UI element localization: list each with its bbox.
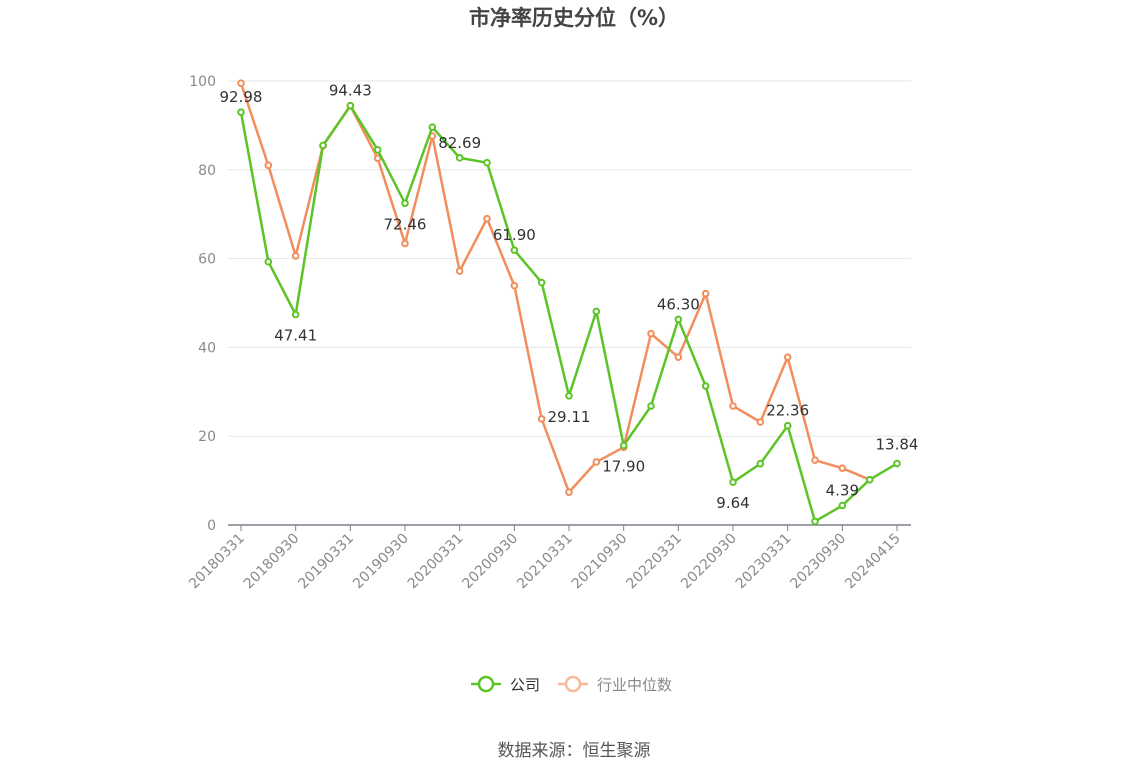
legend-item: 行业中位数 — [558, 675, 672, 694]
data-point — [811, 517, 819, 526]
x-tick-label: 20210331 — [514, 531, 576, 593]
data-point — [783, 421, 792, 430]
data-point — [319, 141, 327, 150]
data-label: 47.41 — [274, 326, 317, 344]
x-tick-label: 20230930 — [787, 531, 849, 593]
data-point — [264, 257, 273, 266]
y-tick-label: 40 — [198, 340, 216, 356]
data-label: 29.11 — [548, 408, 591, 426]
chart-title: 市净率历史分位（%） — [468, 6, 680, 30]
data-point — [619, 441, 628, 450]
data-point — [592, 458, 601, 466]
data-point — [483, 214, 491, 223]
data-point — [346, 101, 355, 110]
data-point — [811, 456, 819, 464]
data-point — [701, 382, 710, 390]
x-tick-label: 20220331 — [623, 531, 685, 593]
data-point — [783, 353, 792, 361]
data-label: 4.39 — [826, 482, 859, 500]
data-point — [893, 459, 901, 468]
data-point — [455, 267, 464, 275]
data-label: 9.64 — [716, 494, 749, 512]
series-line — [239, 104, 898, 523]
data-label: 72.46 — [384, 215, 427, 233]
x-tick-label: 20180930 — [241, 531, 303, 593]
data-point — [291, 310, 300, 319]
x-tick-label: 20200930 — [459, 531, 521, 593]
legend-marker — [564, 675, 582, 693]
data-label: 17.90 — [602, 458, 645, 476]
x-tick-label: 20180331 — [186, 531, 248, 593]
data-point — [674, 353, 683, 361]
data-label: 94.43 — [329, 82, 372, 100]
data-label: 13.84 — [876, 436, 919, 454]
data-point — [701, 289, 710, 298]
x-tick-label: 20200331 — [405, 531, 467, 593]
y-tick-label: 0 — [207, 518, 216, 534]
legend-marker — [477, 675, 495, 693]
data-point — [237, 108, 245, 116]
data-point — [537, 415, 546, 423]
data-point — [455, 154, 464, 162]
legend-item: 公司 — [471, 675, 540, 694]
legend-label: 行业中位数 — [597, 676, 672, 694]
data-point — [565, 488, 573, 496]
data-point — [756, 418, 765, 426]
data-point — [756, 459, 765, 468]
series-company — [237, 101, 901, 526]
data-point — [264, 161, 273, 170]
series-industry — [237, 79, 874, 496]
series-layer — [237, 79, 901, 526]
grid-lines — [228, 80, 911, 437]
data-point — [647, 402, 655, 410]
data-point — [647, 329, 655, 338]
data-point — [510, 246, 519, 254]
data-point — [510, 281, 519, 290]
x-tick-label: 20230331 — [733, 531, 795, 593]
data-point — [838, 464, 847, 472]
x-tick-label: 20220930 — [678, 531, 740, 593]
y-tick-label: 80 — [198, 163, 216, 179]
y-tick-label: 100 — [189, 74, 216, 90]
data-label: 92.98 — [220, 88, 263, 106]
data-point — [483, 158, 491, 167]
x-tick-label: 20190930 — [350, 531, 412, 593]
data-point — [592, 307, 601, 316]
data-point — [674, 315, 683, 324]
x-tick-label: 20210930 — [569, 531, 631, 593]
data-point — [237, 79, 245, 88]
data-label: 22.36 — [766, 402, 809, 420]
y-tick-label: 20 — [198, 429, 216, 445]
data-point — [373, 146, 382, 154]
data-labels: 92.98 47.41 94.43 72.46 82.69 61.90 29.11 17.90… — [220, 82, 919, 512]
data-point — [428, 123, 437, 131]
data-point — [401, 199, 409, 208]
data-point — [729, 402, 737, 410]
data-source: 数据来源：恒生聚源 — [497, 741, 651, 761]
x-tick-label: 20240415 — [842, 531, 904, 593]
data-label: 82.69 — [438, 134, 481, 152]
x-axis: 2018033120180930201903312019093020200331… — [186, 524, 911, 593]
data-label: 61.90 — [493, 226, 536, 244]
series-line — [239, 82, 871, 494]
data-point — [291, 252, 300, 260]
data-point — [565, 391, 573, 400]
data-point — [729, 478, 737, 486]
y-tick-label: 60 — [198, 252, 216, 268]
data-point — [537, 278, 546, 287]
legend-label: 公司 — [510, 676, 540, 694]
data-point — [401, 239, 409, 248]
x-tick-label: 20190331 — [295, 531, 357, 593]
data-label: 46.30 — [657, 295, 700, 313]
y-axis: 0 20 40 60 80 100 — [189, 74, 216, 534]
legend: 公司 行业中位数 — [471, 675, 672, 694]
data-point — [865, 475, 874, 484]
data-point — [838, 501, 847, 510]
data-point — [373, 154, 382, 163]
